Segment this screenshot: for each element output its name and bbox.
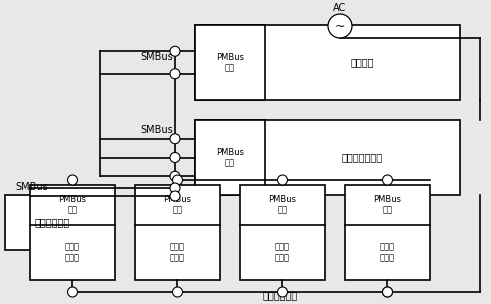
Text: PMBus
接口: PMBus 接口 — [58, 195, 86, 215]
Text: 中间总线电压: 中间总线电压 — [262, 290, 298, 300]
Circle shape — [67, 287, 78, 297]
Bar — [195, 120, 460, 195]
Bar — [30, 185, 115, 280]
Bar — [135, 185, 220, 280]
Circle shape — [277, 175, 288, 185]
Circle shape — [382, 175, 392, 185]
Circle shape — [170, 191, 180, 201]
Text: 前端电源: 前端电源 — [351, 57, 374, 67]
Circle shape — [67, 175, 78, 185]
Circle shape — [170, 46, 180, 56]
Text: PMBus
接口: PMBus 接口 — [216, 53, 244, 72]
Text: SMBus: SMBus — [15, 182, 48, 192]
Text: SMBus: SMBus — [140, 52, 173, 62]
Circle shape — [170, 183, 180, 193]
Text: 负载点
变换器: 负载点 变换器 — [275, 243, 290, 262]
Circle shape — [170, 134, 180, 144]
Text: AC: AC — [333, 3, 347, 13]
Text: PMBus
接口: PMBus 接口 — [216, 148, 244, 167]
Text: PMBus
接口: PMBus 接口 — [374, 195, 402, 215]
Circle shape — [170, 69, 180, 79]
Circle shape — [382, 287, 392, 297]
Bar — [195, 120, 265, 195]
Circle shape — [172, 287, 183, 297]
Text: PMBus
接口: PMBus 接口 — [269, 195, 297, 215]
Circle shape — [170, 153, 180, 163]
Text: SMBus: SMBus — [140, 125, 173, 135]
Bar — [195, 25, 265, 100]
Text: 负载点
变换器: 负载点 变换器 — [380, 243, 395, 262]
Circle shape — [382, 287, 392, 297]
Circle shape — [328, 14, 352, 38]
Text: ~: ~ — [335, 19, 345, 33]
Circle shape — [172, 175, 183, 185]
Circle shape — [170, 171, 180, 181]
Text: 负载点
变换器: 负载点 变换器 — [65, 243, 80, 262]
Text: 系统主控单元: 系统主控单元 — [35, 217, 70, 227]
Circle shape — [277, 287, 288, 297]
Bar — [195, 25, 460, 100]
Bar — [240, 185, 325, 280]
Bar — [5, 195, 100, 250]
Text: 中间总线变换器: 中间总线变换器 — [342, 153, 383, 163]
Text: 负载点
变换器: 负载点 变换器 — [170, 243, 185, 262]
Text: PMBus
接口: PMBus 接口 — [164, 195, 191, 215]
Bar — [345, 185, 430, 280]
